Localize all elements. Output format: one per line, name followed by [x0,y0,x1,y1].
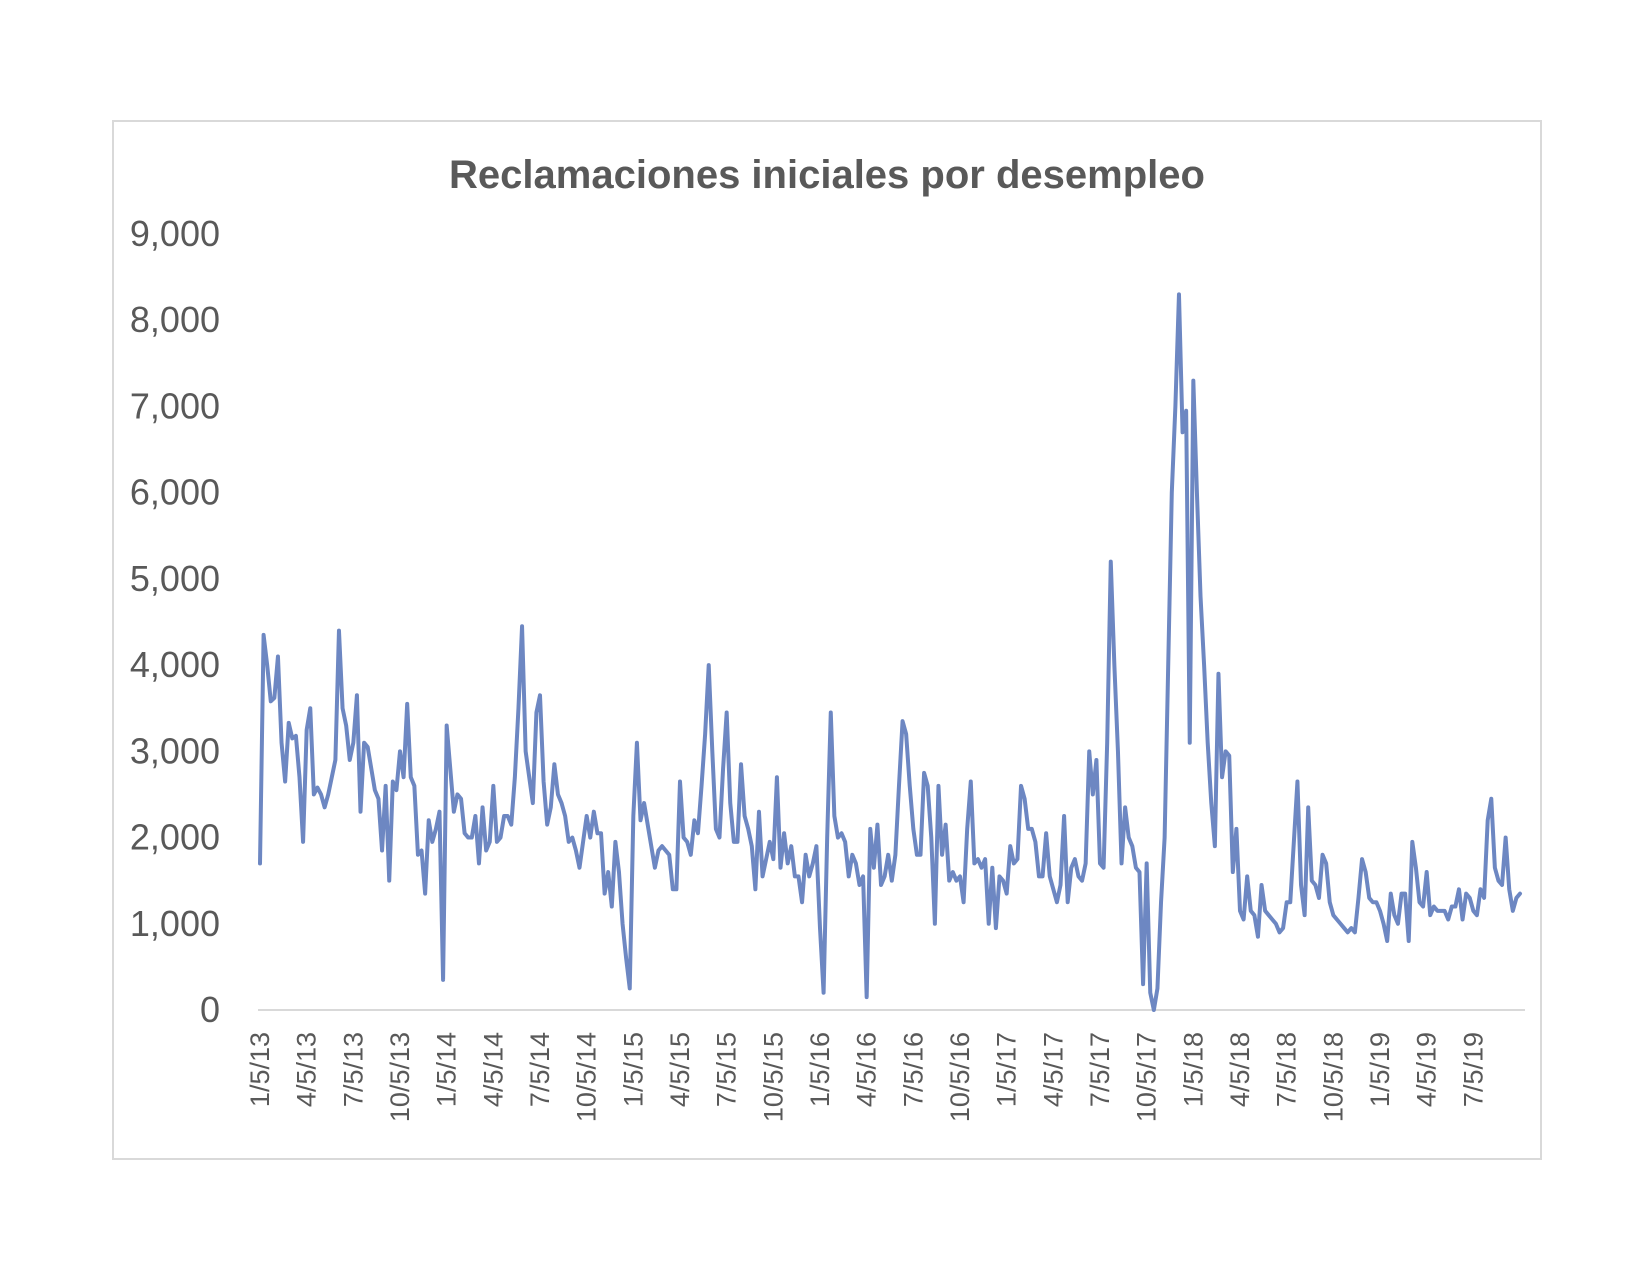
y-tick-label: 7,000 [130,385,220,426]
y-tick-label: 3,000 [130,730,220,771]
x-tick-label: 10/5/18 [1318,1032,1348,1122]
x-tick-label: 4/5/15 [665,1032,695,1107]
x-tick-label: 7/5/19 [1458,1032,1488,1107]
y-tick-label: 4,000 [130,644,220,685]
x-axis-ticks: 1/5/13 4/5/13 7/5/13 10/5/13 1/5/14 4/5/14 7/5… [245,1032,1488,1122]
y-tick-label: 5,000 [130,558,220,599]
x-tick-label: 1/5/17 [992,1032,1022,1107]
y-tick-label: 8,000 [130,299,220,340]
x-tick-label: 7/5/14 [525,1032,555,1107]
x-tick-label: 7/5/16 [898,1032,928,1107]
x-tick-label: 1/5/18 [1178,1032,1208,1107]
x-tick-label: 7/5/18 [1272,1032,1302,1107]
x-tick-label: 4/5/18 [1225,1032,1255,1107]
x-tick-label: 4/5/14 [478,1032,508,1107]
y-axis-ticks: 0 1,000 2,000 3,000 4,000 5,000 6,000 7,000 8,00… [130,213,220,1030]
x-tick-label: 7/5/15 [712,1032,742,1107]
x-tick-label: 10/5/17 [1132,1032,1162,1122]
y-tick-label: 9,000 [130,213,220,254]
x-tick-label: 1/5/14 [432,1032,462,1107]
y-tick-label: 0 [200,989,220,1030]
y-tick-label: 2,000 [130,817,220,858]
y-tick-label: 6,000 [130,472,220,513]
chart-title: Reclamaciones iniciales por desempleo [449,153,1205,197]
x-tick-label: 7/5/13 [338,1032,368,1107]
x-tick-label: 10/5/16 [945,1032,975,1122]
x-tick-label: 4/5/19 [1412,1032,1442,1107]
x-tick-label: 4/5/13 [292,1032,322,1107]
x-tick-label: 10/5/13 [385,1032,415,1122]
x-tick-label: 10/5/14 [572,1032,602,1122]
x-tick-label: 7/5/17 [1085,1032,1115,1107]
x-tick-label: 1/5/15 [618,1032,648,1107]
series-line [258,292,1522,1012]
x-tick-label: 1/5/19 [1365,1032,1395,1107]
x-tick-label: 4/5/16 [852,1032,882,1107]
x-tick-label: 1/5/16 [805,1032,835,1107]
x-tick-label: 10/5/15 [758,1032,788,1122]
chart-frame [112,120,1542,1160]
x-tick-label: 4/5/17 [1038,1032,1068,1107]
x-tick-label: 1/5/13 [245,1032,275,1107]
y-tick-label: 1,000 [130,903,220,944]
